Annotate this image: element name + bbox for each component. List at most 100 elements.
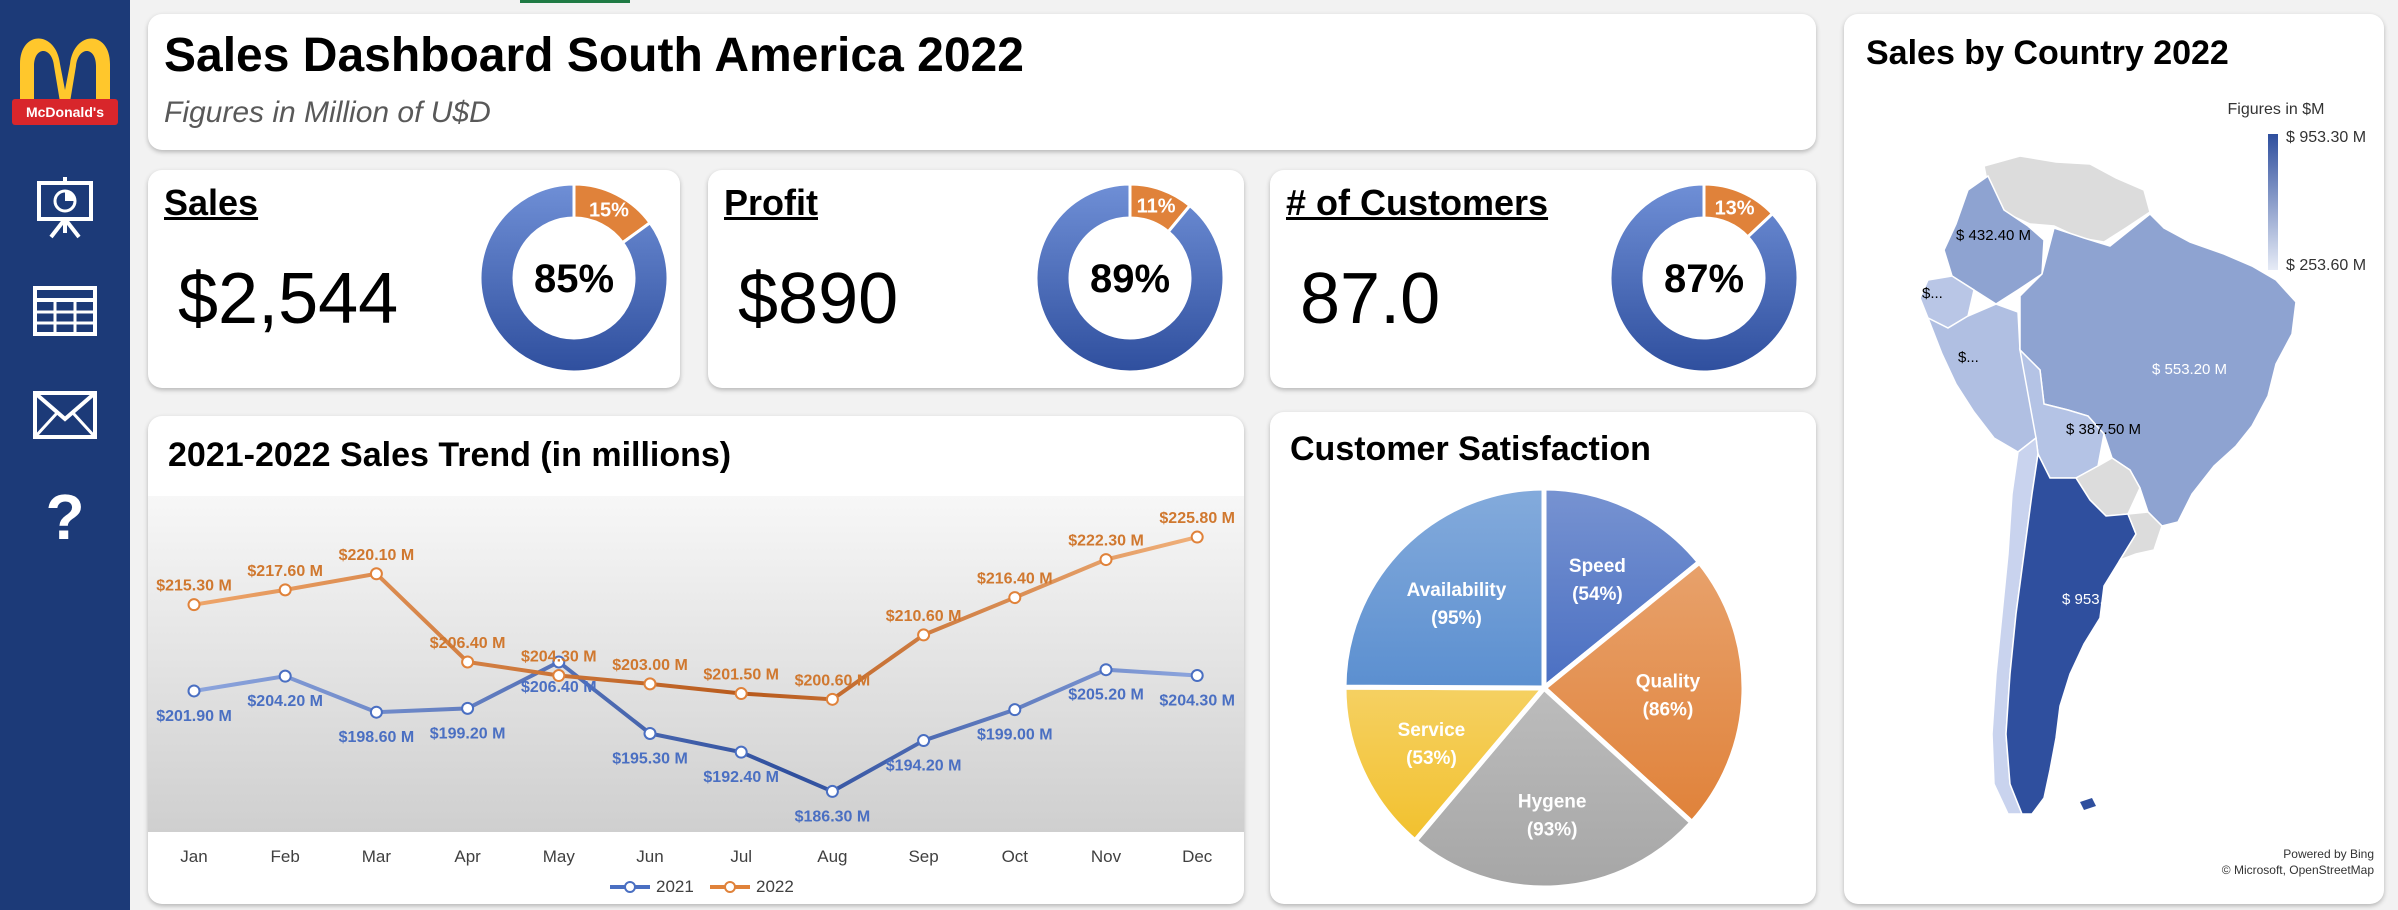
presentation-icon[interactable] xyxy=(30,172,100,242)
page-title: Sales Dashboard South America 2022 xyxy=(164,29,1024,82)
map-legend-min: $ 253.60 M xyxy=(2286,257,2366,274)
donut-main-segment xyxy=(1034,182,1226,374)
data-label-2022: $204.30 M xyxy=(521,649,597,666)
data-point xyxy=(369,567,383,581)
data-label-2022: $216.40 M xyxy=(977,571,1053,588)
x-tick-label: Oct xyxy=(1002,847,1029,866)
data-label-2021: $199.20 M xyxy=(430,725,506,742)
x-tick-label: Aug xyxy=(817,847,847,866)
map-title: Sales by Country 2022 xyxy=(1866,34,2229,72)
plot-area xyxy=(148,496,1244,832)
data-point xyxy=(461,655,475,669)
data-label-2022: $201.50 M xyxy=(703,667,779,684)
data-point xyxy=(461,701,475,715)
donut-main-pct: 89% xyxy=(1090,257,1170,301)
map-label: $ 432.40 M xyxy=(1956,227,2031,244)
map-label: $ 553.20 M xyxy=(2152,361,2227,378)
legend-marker xyxy=(724,881,736,893)
data-label-2022: $200.60 M xyxy=(795,672,871,689)
data-point xyxy=(369,705,383,719)
sales-trend-card: 2021-2022 Sales Trend (in millions) $201… xyxy=(148,416,1244,904)
map-label: $ 953.30 M xyxy=(2062,591,2137,608)
data-label-2021: $201.90 M xyxy=(156,708,232,725)
kpi-label: Profit xyxy=(724,182,818,223)
pie-label-pct: (54%) xyxy=(1572,584,1623,605)
map-label: $ 387.50 M xyxy=(2066,421,2141,438)
data-point xyxy=(643,677,657,691)
donut-main-segment xyxy=(478,182,670,374)
donut-remainder-pct: 13% xyxy=(1715,197,1755,219)
map-country-uruguay xyxy=(2118,511,2163,562)
data-point xyxy=(825,784,839,798)
table-icon[interactable] xyxy=(30,276,100,346)
pie-label-name: Availability xyxy=(1407,580,1507,601)
data-point xyxy=(1008,591,1022,605)
data-point xyxy=(187,684,201,698)
data-label-2021: $204.30 M xyxy=(1159,693,1235,710)
pie-label-name: Quality xyxy=(1636,672,1701,693)
x-tick-label: Apr xyxy=(454,847,481,866)
data-label-2021: $205.20 M xyxy=(1068,687,1144,704)
data-label-2021: $195.30 M xyxy=(612,750,688,767)
sales-trend-title: 2021-2022 Sales Trend (in millions) xyxy=(168,436,732,474)
header-card: Sales Dashboard South America 2022 Figur… xyxy=(148,14,1816,150)
data-label-2022: $222.30 M xyxy=(1068,533,1144,550)
mail-icon[interactable] xyxy=(30,380,100,450)
data-label-2022: $217.60 M xyxy=(247,563,323,580)
map-legend-max: $ 953.30 M xyxy=(2286,129,2366,146)
data-label-2021: $204.20 M xyxy=(247,693,323,710)
kpi-label: # of Customers xyxy=(1286,182,1549,223)
kpi-card-customers: # of Customers 87.0 87% 13% xyxy=(1270,170,1816,388)
x-tick-label: Mar xyxy=(362,847,392,866)
data-point xyxy=(1190,530,1204,544)
donut-main-pct: 85% xyxy=(534,257,614,301)
x-tick-label: Jun xyxy=(636,847,663,866)
sidebar: McDonald's ? xyxy=(0,0,130,910)
pie-slice-hygene xyxy=(1411,684,1696,891)
x-tick-label: Jul xyxy=(730,847,752,866)
page-subtitle: Figures in Million of U$D xyxy=(164,96,491,129)
logo-wordmark: McDonald's xyxy=(12,99,118,125)
legend-marker xyxy=(624,881,636,893)
legend-label: 2021 xyxy=(656,877,694,896)
pie-label-name: Speed xyxy=(1569,556,1626,577)
customer-satisfaction-card: Customer Satisfaction Speed (54%) Quality (… xyxy=(1270,412,1816,904)
data-label-2021: $206.40 M xyxy=(521,679,597,696)
data-label-2021: $198.60 M xyxy=(339,729,415,746)
data-point xyxy=(643,726,657,740)
sales-by-country-card: Sales by Country 2022 Figures in $M $ 95… xyxy=(1844,14,2384,904)
pie-slice-service xyxy=(1341,684,1550,845)
x-tick-label: Sep xyxy=(908,847,938,866)
series-2021-line xyxy=(193,659,1198,794)
help-icon[interactable]: ? xyxy=(45,481,85,553)
map-credit-line1: Powered by Bing xyxy=(2283,847,2374,861)
pie-slice-availability xyxy=(1341,485,1547,691)
pie-slice-quality xyxy=(1540,558,1747,827)
kpi-donut: 85% 15% xyxy=(478,182,670,374)
legend-label: 2022 xyxy=(756,877,794,896)
map-credit-line2: © Microsoft, OpenStreetMap xyxy=(2222,863,2375,877)
data-label-2021: $199.00 M xyxy=(977,727,1053,744)
pie-label-pct: (95%) xyxy=(1431,608,1482,629)
window-accent xyxy=(520,0,630,3)
data-label-2022: $203.00 M xyxy=(612,657,688,674)
south-america-map: Figures in $M $ 953.30 M $ 253.60 M $ 43… xyxy=(1919,101,2375,877)
pie-label-pct: (93%) xyxy=(1527,820,1578,841)
kpi-label: Sales xyxy=(164,182,259,223)
sales-trend-chart: $201.90 M $204.20 M $198.60 M $199.20 M $206… xyxy=(148,496,1244,896)
customer-satisfaction-pie: Speed (54%) Quality (86%) Hygene (93%) Service… xyxy=(1341,485,1747,891)
series-2022-line xyxy=(193,535,1198,702)
x-tick-label: Dec xyxy=(1182,847,1213,866)
map-island-falklands xyxy=(2080,798,2096,810)
data-label-2022: $210.60 M xyxy=(886,608,962,625)
data-point xyxy=(734,745,748,759)
golden-arches-icon xyxy=(20,38,110,102)
mcdonalds-logo: McDonald's xyxy=(12,24,118,134)
kpi-value: $2,544 xyxy=(178,259,399,339)
pie-slice-speed xyxy=(1541,485,1703,694)
data-label-2022: $220.10 M xyxy=(339,547,415,564)
customer-satisfaction-title: Customer Satisfaction xyxy=(1290,430,1651,468)
data-label-2021: $186.30 M xyxy=(795,808,871,825)
donut-main-segment xyxy=(1608,182,1800,374)
map-country-argentina xyxy=(2005,451,2137,815)
